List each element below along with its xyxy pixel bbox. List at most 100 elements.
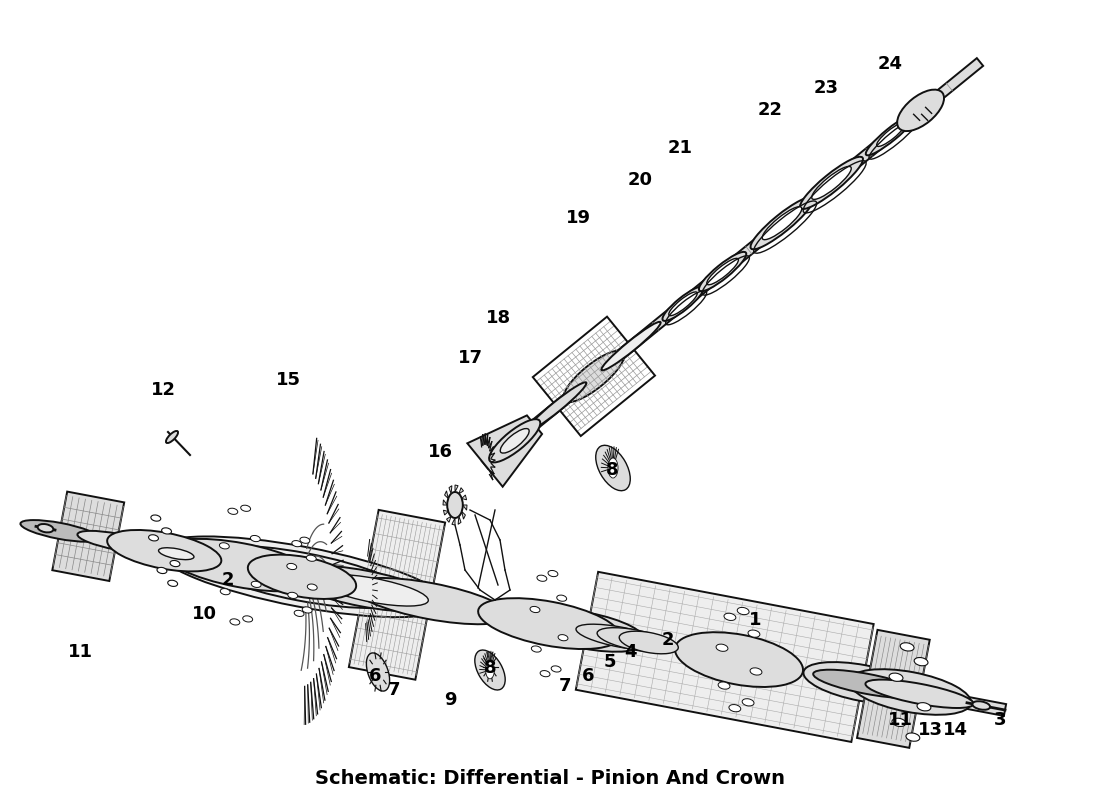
Text: 6: 6: [582, 667, 594, 685]
Ellipse shape: [530, 606, 540, 613]
Ellipse shape: [531, 646, 541, 652]
Ellipse shape: [748, 630, 760, 638]
Polygon shape: [463, 505, 467, 510]
Ellipse shape: [448, 492, 463, 518]
Ellipse shape: [288, 592, 298, 598]
Ellipse shape: [675, 632, 803, 687]
Text: 8: 8: [606, 461, 618, 479]
Ellipse shape: [228, 508, 238, 514]
Polygon shape: [455, 485, 458, 492]
Ellipse shape: [307, 584, 317, 590]
Ellipse shape: [906, 733, 920, 742]
Ellipse shape: [718, 682, 730, 689]
Ellipse shape: [557, 595, 566, 602]
Text: 23: 23: [814, 79, 838, 97]
Text: 5: 5: [604, 653, 616, 671]
Ellipse shape: [669, 292, 697, 316]
Ellipse shape: [866, 114, 916, 155]
Text: 7: 7: [387, 681, 400, 699]
Ellipse shape: [162, 539, 319, 591]
Ellipse shape: [602, 322, 661, 370]
Text: 8: 8: [484, 659, 496, 677]
Ellipse shape: [548, 570, 558, 577]
Ellipse shape: [243, 616, 253, 622]
Text: 18: 18: [485, 309, 510, 327]
Ellipse shape: [866, 680, 974, 708]
Polygon shape: [459, 488, 463, 494]
Ellipse shape: [698, 252, 746, 291]
Ellipse shape: [849, 670, 971, 714]
Ellipse shape: [287, 563, 297, 570]
Ellipse shape: [737, 607, 749, 614]
Ellipse shape: [892, 718, 906, 726]
Ellipse shape: [813, 670, 922, 698]
Polygon shape: [462, 511, 465, 519]
Ellipse shape: [292, 541, 301, 546]
Ellipse shape: [241, 505, 251, 511]
Ellipse shape: [475, 650, 505, 690]
Ellipse shape: [608, 458, 618, 478]
Text: 4: 4: [624, 643, 636, 661]
Text: 2: 2: [662, 631, 674, 649]
Ellipse shape: [551, 666, 561, 672]
Polygon shape: [482, 58, 983, 469]
Text: 9: 9: [443, 691, 456, 709]
Ellipse shape: [898, 90, 944, 131]
Polygon shape: [443, 510, 448, 515]
Ellipse shape: [482, 653, 498, 682]
Ellipse shape: [576, 624, 664, 650]
Ellipse shape: [729, 705, 740, 712]
Ellipse shape: [318, 574, 428, 606]
Ellipse shape: [800, 157, 864, 209]
Text: 15: 15: [275, 371, 300, 389]
Ellipse shape: [500, 429, 529, 453]
Ellipse shape: [285, 566, 442, 612]
Ellipse shape: [166, 431, 178, 443]
Ellipse shape: [148, 534, 158, 541]
Ellipse shape: [877, 122, 905, 146]
Ellipse shape: [162, 528, 172, 534]
Ellipse shape: [194, 546, 410, 608]
Polygon shape: [458, 516, 461, 524]
Ellipse shape: [77, 531, 156, 553]
Polygon shape: [452, 518, 455, 525]
Polygon shape: [575, 572, 873, 742]
Ellipse shape: [21, 520, 99, 542]
Ellipse shape: [490, 419, 540, 462]
Ellipse shape: [167, 580, 177, 586]
Ellipse shape: [219, 542, 229, 549]
Polygon shape: [468, 415, 542, 486]
Text: 17: 17: [458, 349, 483, 367]
Ellipse shape: [596, 446, 630, 490]
Ellipse shape: [294, 610, 304, 617]
Ellipse shape: [37, 524, 54, 533]
Ellipse shape: [619, 631, 679, 654]
Ellipse shape: [972, 702, 990, 710]
Text: 13: 13: [917, 721, 943, 739]
Ellipse shape: [662, 286, 704, 321]
Text: 2: 2: [222, 571, 234, 589]
Ellipse shape: [540, 670, 550, 677]
Text: 7: 7: [559, 677, 571, 695]
Text: 22: 22: [758, 101, 782, 119]
Ellipse shape: [300, 537, 310, 543]
Ellipse shape: [251, 582, 261, 587]
Polygon shape: [462, 495, 466, 500]
Ellipse shape: [707, 258, 738, 285]
Polygon shape: [54, 524, 1006, 716]
Polygon shape: [447, 516, 451, 522]
Ellipse shape: [528, 610, 646, 652]
Text: 20: 20: [627, 171, 652, 189]
Polygon shape: [349, 510, 446, 680]
Text: Schematic: Differential - Pinion And Crown: Schematic: Differential - Pinion And Cro…: [315, 769, 785, 787]
Ellipse shape: [527, 382, 586, 431]
Ellipse shape: [762, 206, 802, 240]
Text: 1: 1: [749, 611, 761, 629]
Text: 11: 11: [888, 711, 913, 729]
Ellipse shape: [230, 619, 240, 625]
Polygon shape: [857, 630, 929, 748]
Ellipse shape: [716, 644, 728, 651]
Ellipse shape: [914, 658, 928, 666]
Polygon shape: [443, 500, 448, 505]
Ellipse shape: [478, 598, 620, 649]
